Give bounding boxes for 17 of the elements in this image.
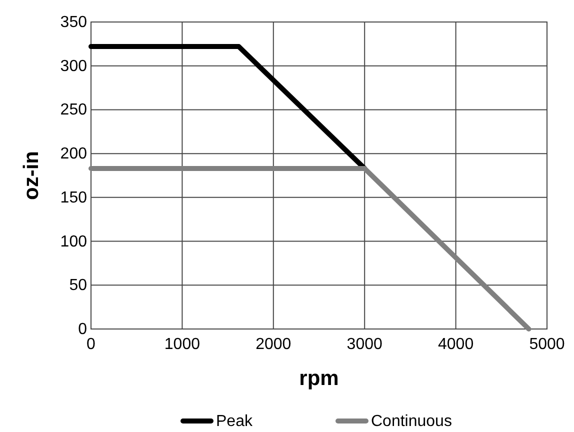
x-tick-label: 1000 [164, 336, 200, 353]
y-tick-label: 200 [60, 146, 88, 163]
x-tick-label: 5000 [529, 336, 565, 353]
legend-label: Peak [216, 413, 254, 430]
x-tick-label: 3000 [346, 336, 382, 353]
y-tick-label: 0 [78, 321, 88, 338]
y-axis-title: oz-in [20, 151, 43, 200]
y-tick-label: 100 [60, 233, 88, 250]
y-tick-label: 350 [60, 14, 88, 31]
x-axis-title: rpm [299, 367, 339, 390]
y-tick-label: 150 [60, 189, 88, 206]
y-tick-label: 300 [60, 58, 88, 75]
x-tick-label: 4000 [438, 336, 474, 353]
legend-label: Continuous [371, 413, 452, 430]
y-tick-label: 50 [69, 277, 88, 294]
y-tick-label: 250 [60, 102, 88, 119]
x-tick-label: 2000 [256, 336, 292, 353]
